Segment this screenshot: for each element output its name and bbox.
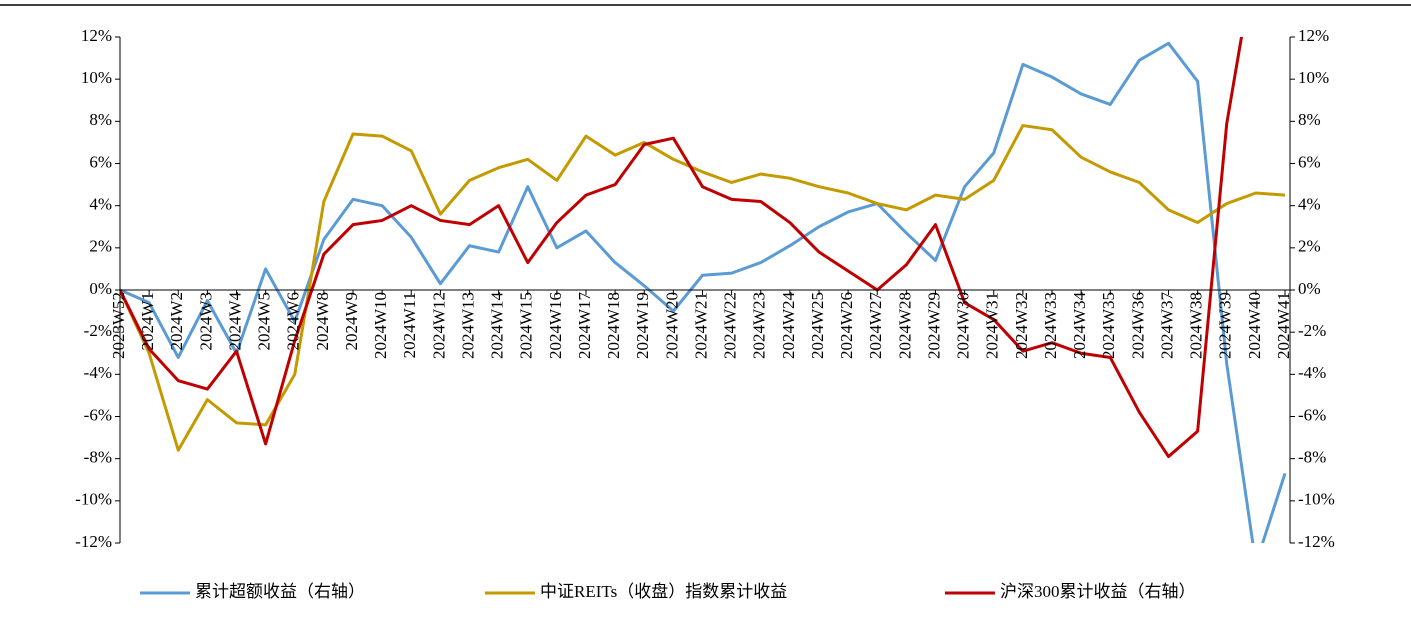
y2-tick-label: 4%	[1298, 195, 1321, 214]
x-tick-label: 2024W28	[895, 292, 914, 359]
x-tick-label: 2024W16	[546, 292, 565, 359]
x-tick-label: 2024W23	[750, 292, 769, 359]
x-tick-label: 2024W11	[400, 292, 419, 358]
y-tick-label: 12%	[81, 26, 112, 45]
x-tick-label: 2024W19	[633, 292, 652, 359]
x-tick-label: 2024W5	[255, 292, 274, 351]
x-tick-label: 2024W6	[284, 292, 303, 351]
legend-label: 中证REITs（收盘）指数累计收益	[540, 582, 787, 601]
y-tick-label: -2%	[84, 321, 112, 340]
y2-tick-label: -10%	[1298, 490, 1335, 509]
x-tick-label: 2023W52	[109, 292, 128, 359]
series-line	[120, 37, 1244, 459]
y-tick-label: -12%	[75, 532, 112, 551]
y2-tick-label: 2%	[1298, 237, 1321, 256]
y2-tick-label: 6%	[1298, 152, 1321, 171]
x-tick-label: 2024W15	[517, 292, 536, 359]
y2-tick-label: 10%	[1298, 68, 1329, 87]
x-tick-label: 2024W41	[1274, 292, 1293, 359]
x-tick-label: 2024W31	[983, 292, 1002, 359]
y-tick-label: 8%	[89, 110, 112, 129]
y2-tick-label: -4%	[1298, 363, 1326, 382]
x-tick-label: 2024W26	[837, 292, 856, 359]
y-tick-label: -10%	[75, 490, 112, 509]
x-tick-label: 2024W8	[313, 292, 332, 351]
x-tick-label: 2024W13	[458, 292, 477, 359]
x-tick-label: 2024W10	[371, 292, 390, 359]
y-tick-label: -8%	[84, 448, 112, 467]
series-line	[120, 124, 1286, 452]
legend-label: 累计超额收益（右轴）	[195, 582, 365, 601]
x-tick-label: 2024W20	[662, 292, 681, 359]
legend-label: 沪深300累计收益（右轴）	[1000, 582, 1196, 601]
x-tick-label: 2024W34	[1070, 292, 1089, 360]
y2-tick-label: 0%	[1298, 279, 1321, 298]
x-tick-label: 2024W30	[954, 292, 973, 359]
x-tick-label: 2024W2	[167, 292, 186, 351]
x-tick-label: 2024W14	[488, 292, 507, 360]
x-tick-label: 2024W4	[225, 292, 244, 351]
y2-tick-label: -8%	[1298, 448, 1326, 467]
y-tick-label: 2%	[89, 237, 112, 256]
y-tick-label: 4%	[89, 195, 112, 214]
x-tick-label: 2024W27	[866, 292, 885, 360]
y-tick-label: -4%	[84, 363, 112, 382]
x-tick-label: 2024W38	[1187, 292, 1206, 359]
y2-tick-label: -12%	[1298, 532, 1335, 551]
x-tick-label: 2024W1	[138, 292, 157, 351]
y-tick-label: 0%	[89, 279, 112, 298]
y-tick-label: 10%	[81, 68, 112, 87]
x-tick-label: 2024W29	[924, 292, 943, 359]
x-tick-label: 2024W18	[604, 292, 623, 359]
y-tick-label: 6%	[89, 152, 112, 171]
x-tick-label: 2024W3	[196, 292, 215, 351]
x-tick-label: 2024W12	[429, 292, 448, 359]
x-tick-label: 2024W32	[1012, 292, 1031, 359]
x-tick-label: 2024W40	[1245, 292, 1264, 359]
y2-tick-label: 8%	[1298, 110, 1321, 129]
y2-tick-label: -6%	[1298, 405, 1326, 424]
x-tick-label: 2024W39	[1216, 292, 1235, 359]
x-tick-label: 2024W36	[1128, 292, 1147, 359]
y-tick-label: -6%	[84, 405, 112, 424]
x-tick-label: 2024W35	[1099, 292, 1118, 359]
plot-area	[120, 37, 1287, 543]
x-tick-label: 2024W25	[808, 292, 827, 359]
y2-tick-label: 12%	[1298, 26, 1329, 45]
x-tick-label: 2024W24	[779, 292, 798, 360]
x-tick-label: 2024W37	[1157, 292, 1176, 360]
x-tick-label: 2024W33	[1041, 292, 1060, 359]
y2-tick-label: -2%	[1298, 321, 1326, 340]
x-tick-label: 2024W17	[575, 292, 594, 360]
x-tick-label: 2024W21	[691, 292, 710, 359]
x-tick-label: 2024W22	[721, 292, 740, 359]
x-tick-label: 2024W9	[342, 292, 361, 351]
